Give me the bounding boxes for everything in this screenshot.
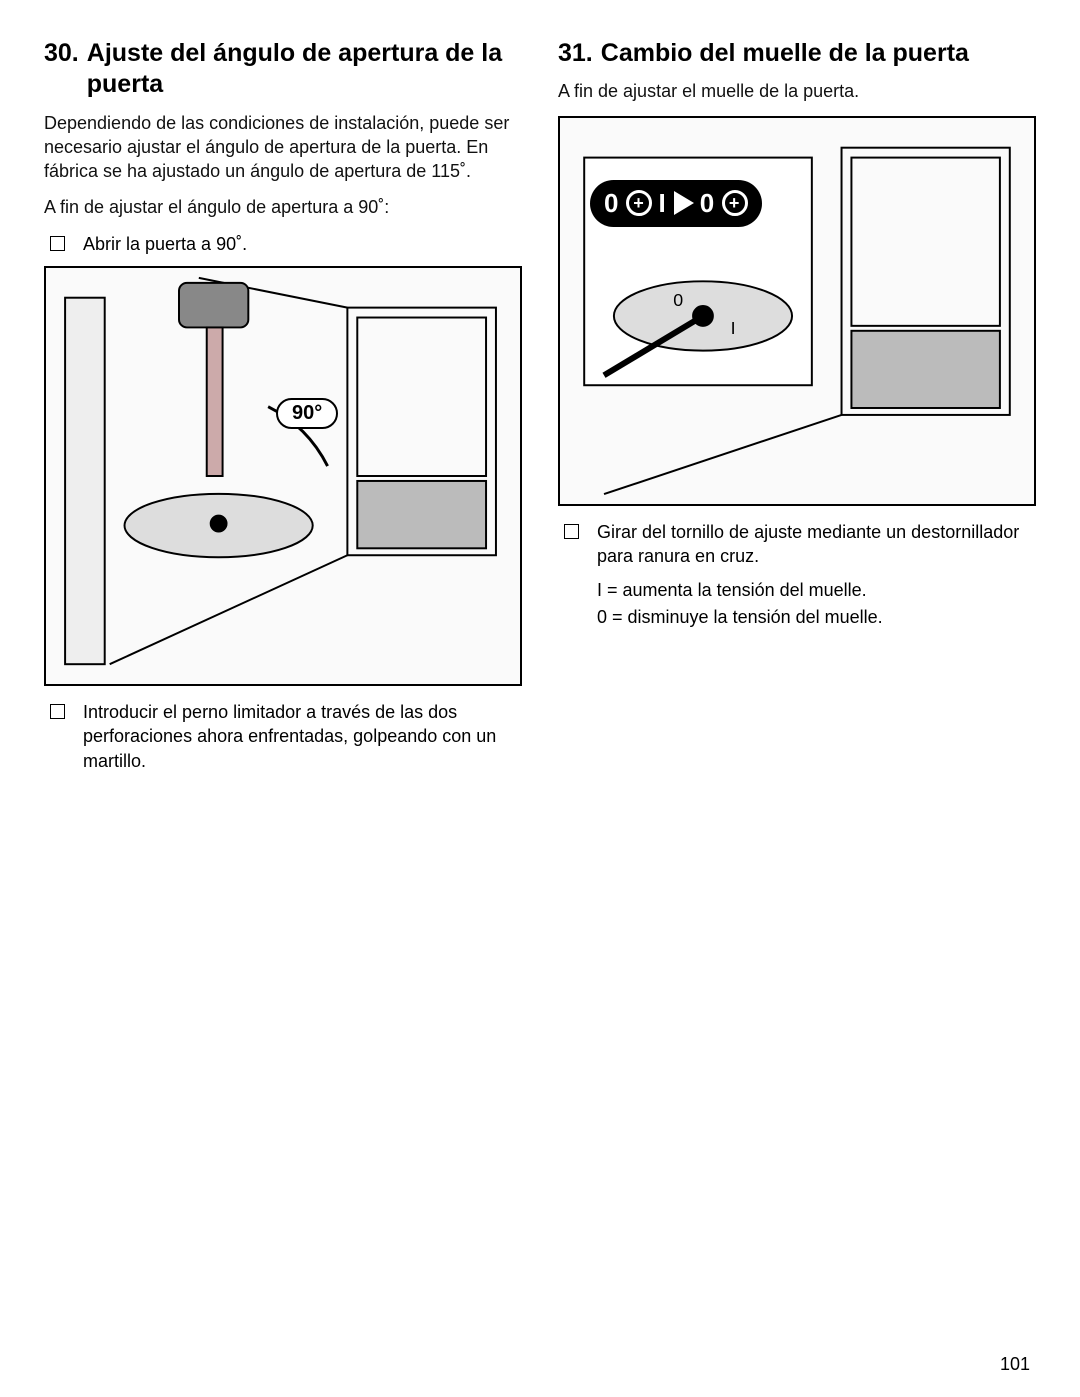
svg-text:0: 0	[673, 290, 683, 310]
switch-label-0: 0	[604, 188, 620, 219]
arrow-right-icon	[674, 191, 694, 215]
figure-door-spring: 0 I 0 + I 0 +	[558, 116, 1036, 506]
checkbox-icon	[50, 236, 65, 251]
section-number: 31.	[558, 38, 601, 69]
legend-I: I = aumenta la tensión del muelle.	[558, 578, 1036, 603]
right-column: 31. Cambio del muelle de la puerta A fin…	[558, 38, 1036, 783]
plus-icon: +	[722, 190, 748, 216]
legend-0: 0 = disminuye la tensión del muelle.	[558, 605, 1036, 630]
bullet-insert-pin: Introducir el perno limitador a través d…	[44, 700, 522, 773]
angle-badge: 90°	[276, 398, 338, 429]
door-angle-illustration	[46, 268, 520, 684]
page-number: 101	[1000, 1354, 1030, 1375]
bullet-text: Abrir la puerta a 90˚.	[83, 232, 522, 256]
checkbox-icon	[50, 704, 65, 719]
bullet-text: Introducir el perno limitador a través d…	[83, 700, 522, 773]
section-31-intro: A fin de ajustar el muelle de la puerta.	[558, 79, 1036, 103]
bullet-turn-screw: Girar del tornillo de ajuste mediante un…	[558, 520, 1036, 569]
svg-text:I: I	[731, 317, 736, 337]
bullet-text: Girar del tornillo de ajuste mediante un…	[597, 520, 1036, 569]
section-title: Ajuste del ángulo de apertura de la puer…	[87, 38, 522, 101]
section-30-intro: Dependiendo de las condiciones de instal…	[44, 111, 522, 184]
checkbox-icon	[564, 524, 579, 539]
section-number: 30.	[44, 38, 87, 101]
switch-label-I: I	[658, 188, 667, 219]
section-30-heading: 30. Ajuste del ángulo de apertura de la …	[44, 38, 522, 101]
left-column: 30. Ajuste del ángulo de apertura de la …	[44, 38, 522, 783]
switch-badge: 0 + I 0 +	[590, 180, 762, 227]
figure-door-angle: 90°	[44, 266, 522, 686]
bullet-open-door: Abrir la puerta a 90˚.	[44, 232, 522, 256]
manual-page: 30. Ajuste del ángulo de apertura de la …	[0, 0, 1080, 813]
section-31-heading: 31. Cambio del muelle de la puerta	[558, 38, 1036, 69]
section-30-lead: A fin de ajustar el ángulo de apertura a…	[44, 195, 522, 219]
section-title: Cambio del muelle de la puerta	[601, 38, 1036, 69]
door-spring-illustration: 0 I	[560, 118, 1034, 504]
switch-label-0b: 0	[700, 188, 716, 219]
plus-icon: +	[626, 190, 652, 216]
